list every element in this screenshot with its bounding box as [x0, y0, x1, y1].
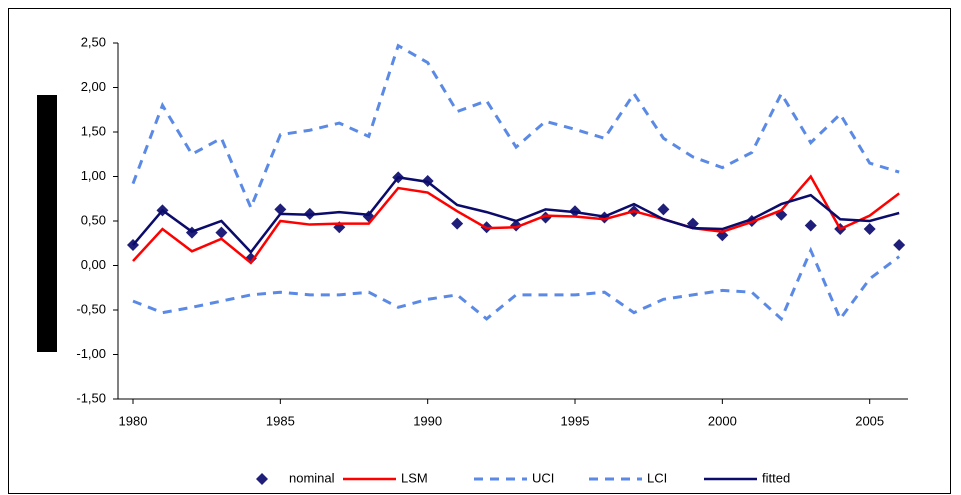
legend-label: nominal [289, 470, 335, 485]
legend-label: LSM [401, 470, 428, 485]
legend-label: fitted [762, 470, 790, 485]
x-tick-label: 2005 [855, 413, 884, 428]
legend-label: UCI [532, 470, 554, 485]
data-point [539, 211, 552, 224]
x-tick-label: 2000 [708, 413, 737, 428]
y-tick-label: 2,50 [81, 34, 106, 49]
x-tick-label: 1980 [119, 413, 148, 428]
legend-label: LCI [647, 470, 667, 485]
y-tick-label: -1,50 [76, 390, 106, 405]
chart-frame [8, 8, 951, 494]
y-tick-label: -0,50 [76, 301, 106, 316]
y-tick-label: 1,00 [81, 168, 106, 183]
series-line [132, 246, 901, 322]
data-point [863, 223, 876, 236]
series-line [131, 43, 900, 212]
redaction-bar [37, 95, 57, 352]
x-tick-label: 1985 [266, 413, 295, 428]
x-tick-label: 1995 [561, 413, 590, 428]
data-point [804, 219, 817, 232]
y-tick-label: -1,00 [76, 346, 106, 361]
y-tick-label: 0,50 [81, 212, 106, 227]
series-line [132, 176, 900, 255]
y-tick-label: 2,00 [81, 79, 106, 94]
data-point [657, 203, 670, 216]
data-point [893, 239, 906, 252]
y-tick-label: 1,50 [81, 123, 106, 138]
data-point [215, 226, 228, 239]
data-point [274, 203, 287, 216]
legend-marker [256, 473, 268, 485]
x-tick-label: 1990 [413, 413, 442, 428]
data-point [451, 217, 464, 230]
series-line [132, 174, 900, 265]
y-tick-label: 0,00 [81, 257, 106, 272]
